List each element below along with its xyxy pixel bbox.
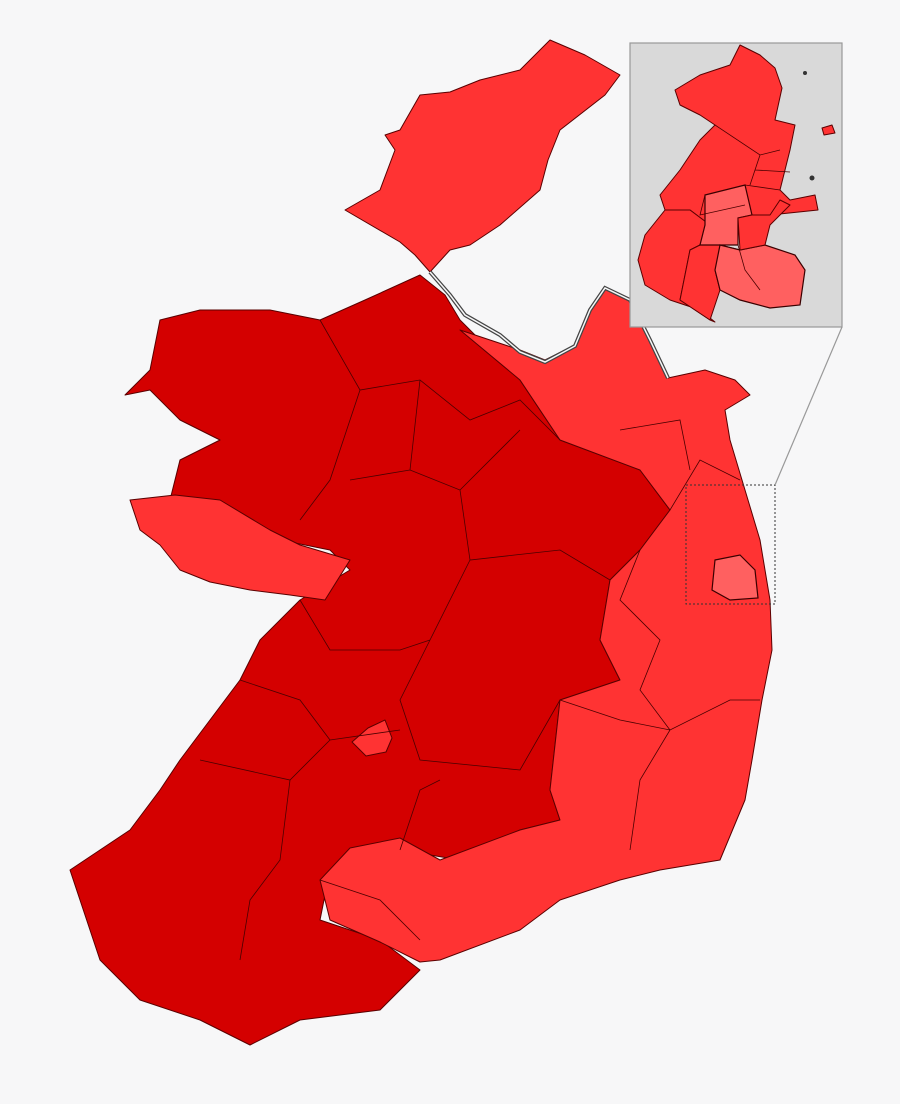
region-dublin-small (711, 554, 759, 601)
region-galway-west (129, 494, 351, 601)
inset-islet (809, 175, 815, 181)
inset-boundaries (699, 124, 791, 291)
inset-islet (803, 71, 807, 75)
inset-island (821, 124, 836, 136)
zoom-connector (774, 326, 843, 486)
region-limerick-city (351, 719, 393, 757)
inset-dublin-bay (737, 199, 791, 251)
county-boundaries (199, 319, 760, 961)
zoom-box (685, 484, 776, 605)
region-donegal (344, 39, 621, 273)
